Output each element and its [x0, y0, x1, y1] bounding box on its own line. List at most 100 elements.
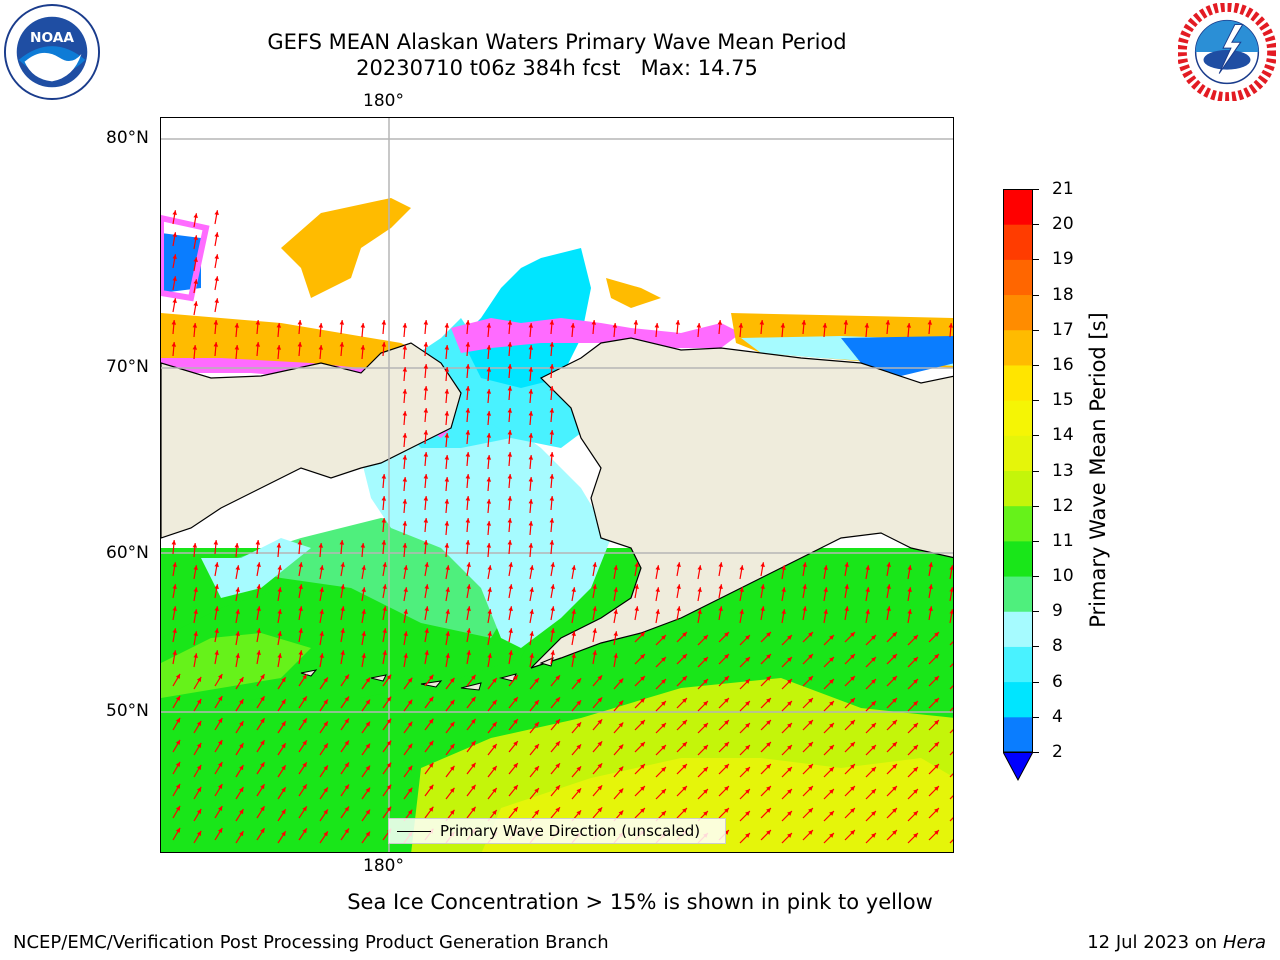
lon-label-top: 180°	[363, 91, 404, 111]
wave-direction-arrowhead	[407, 809, 413, 815]
wave-direction-arrowhead	[549, 320, 555, 325]
wave-direction-arrowhead	[949, 587, 953, 592]
wave-direction-arrowhead	[492, 766, 497, 771]
wave-direction-arrowhead	[171, 320, 177, 325]
wave-direction-arrowhead	[682, 764, 687, 769]
wave-direction-arrowhead	[339, 342, 345, 347]
wave-direction-arrowhead	[808, 786, 813, 791]
wave-direction-arrowhead	[193, 653, 198, 658]
wave-direction-arrowhead	[529, 609, 534, 614]
wave-direction-arrowhead	[260, 696, 265, 702]
wave-direction-arrows	[171, 210, 953, 844]
wave-direction-arrowhead	[534, 700, 539, 706]
wave-direction-arrowhead	[592, 584, 597, 589]
wave-direction-arrowhead	[466, 584, 471, 589]
wave-direction-arrowhead	[703, 723, 708, 728]
wave-direction-arrowhead	[513, 763, 518, 768]
wave-direction-arrowhead	[787, 833, 792, 838]
colorbar-band	[1003, 681, 1033, 718]
wave-direction-arrowhead	[175, 695, 181, 701]
wave-direction-arrowhead	[365, 765, 371, 771]
wave-direction-arrowhead	[407, 721, 413, 727]
wave-direction-arrowhead	[365, 809, 371, 815]
wave-direction-arrowhead	[449, 721, 455, 727]
colorbar-tick-label: 19	[1052, 249, 1074, 270]
wave-direction-arrowhead	[239, 677, 244, 683]
wave-direction-arrowhead	[507, 430, 513, 435]
wave-direction-arrowhead	[465, 452, 471, 457]
wave-direction-arrowhead	[871, 811, 876, 816]
wave-direction-arrowhead	[592, 562, 597, 567]
wave-direction-arrowhead	[844, 606, 849, 611]
wave-direction-arrowhead	[323, 721, 328, 727]
wave-direction-arrowhead	[486, 345, 492, 350]
wave-direction-arrowhead	[724, 632, 729, 637]
colorbar-tick-label: 2	[1052, 742, 1063, 762]
wave-direction-arrowhead	[696, 323, 702, 328]
wave-direction-arrowhead	[507, 408, 513, 413]
wave-direction-arrowhead	[445, 631, 450, 636]
wave-direction-arrowhead	[802, 584, 807, 589]
wave-direction-arrowhead	[892, 764, 897, 769]
wave-direction-arrowhead	[934, 720, 939, 725]
wave-direction-arrowhead	[934, 764, 939, 769]
wave-direction-arrowhead	[196, 830, 202, 836]
wave-direction-arrowhead	[787, 811, 792, 816]
colorbar-tick-label: 14	[1052, 425, 1074, 446]
wave-direction-arrowhead	[892, 742, 897, 747]
wave-direction-arrowhead	[703, 745, 708, 750]
colorbar-tick-mark	[1033, 189, 1039, 190]
wave-direction-arrowhead	[344, 828, 349, 834]
wave-direction-arrowhead	[382, 628, 387, 633]
wave-direction-arrowhead	[549, 430, 555, 435]
wave-direction-arrowhead	[697, 609, 702, 614]
wave-direction-arrowhead	[892, 676, 897, 681]
wave-direction-arrowhead	[682, 808, 687, 813]
wave-direction-arrowhead	[281, 809, 286, 815]
wave-direction-arrowhead	[340, 628, 345, 633]
wave-direction-arrowhead	[829, 833, 834, 838]
wave-direction-arrowhead	[381, 474, 387, 479]
colorbar-tick-label: 18	[1052, 284, 1074, 305]
wave-direction-arrowhead	[297, 320, 303, 325]
wave-direction-arrowhead	[913, 833, 918, 838]
wave-direction-arrowhead	[428, 740, 434, 746]
wave-direction-arrowhead	[781, 565, 786, 570]
wave-direction-arrowhead	[318, 323, 324, 328]
wave-direction-arrowhead	[528, 477, 534, 482]
beaufort-sea-period-2-4	[841, 336, 953, 376]
colorbar-tick-label: 4	[1052, 706, 1063, 727]
wave-direction-arrowhead	[471, 806, 476, 812]
wave-direction-arrowhead	[234, 543, 240, 548]
wave-direction-arrowhead	[865, 609, 870, 614]
wave-direction-arrowhead	[633, 320, 639, 325]
wave-direction-arrowhead	[214, 276, 219, 281]
wave-direction-arrowhead	[281, 677, 286, 683]
wave-direction-arrowhead	[513, 675, 518, 680]
wave-direction-arrowhead	[766, 676, 771, 681]
wave-direction-arrowhead	[745, 789, 750, 794]
wave-direction-arrowhead	[871, 767, 876, 772]
wave-direction-arrowhead	[703, 789, 708, 794]
wave-direction-arrowhead	[402, 323, 408, 328]
wave-direction-arrowhead	[718, 606, 723, 611]
wave-direction-arrowhead	[528, 345, 534, 350]
wave-direction-arrowhead	[486, 499, 492, 504]
wave-direction-arrowhead	[550, 584, 555, 589]
colorbar-tick-mark	[1033, 576, 1039, 578]
wave-direction-arrowhead	[850, 654, 855, 659]
wave-direction-arrowhead	[444, 477, 450, 482]
wave-direction-arrowhead	[787, 723, 792, 728]
wave-direction-arrowhead	[465, 342, 471, 347]
colorbar-tick-mark	[1033, 646, 1039, 648]
wave-direction-arrowhead	[760, 562, 765, 567]
wave-direction-arrowhead	[402, 521, 408, 526]
wave-direction-arrowhead	[444, 323, 450, 328]
wave-direction-arrowhead	[492, 678, 497, 683]
wave-direction-arrowhead	[507, 496, 513, 501]
wave-direction-arrowhead	[913, 657, 918, 662]
wave-direction-arrowhead	[234, 345, 240, 350]
wave-direction-arrowhead	[865, 565, 870, 570]
wave-direction-arrowhead	[613, 631, 618, 636]
wave-direction-arrowhead	[571, 653, 576, 658]
